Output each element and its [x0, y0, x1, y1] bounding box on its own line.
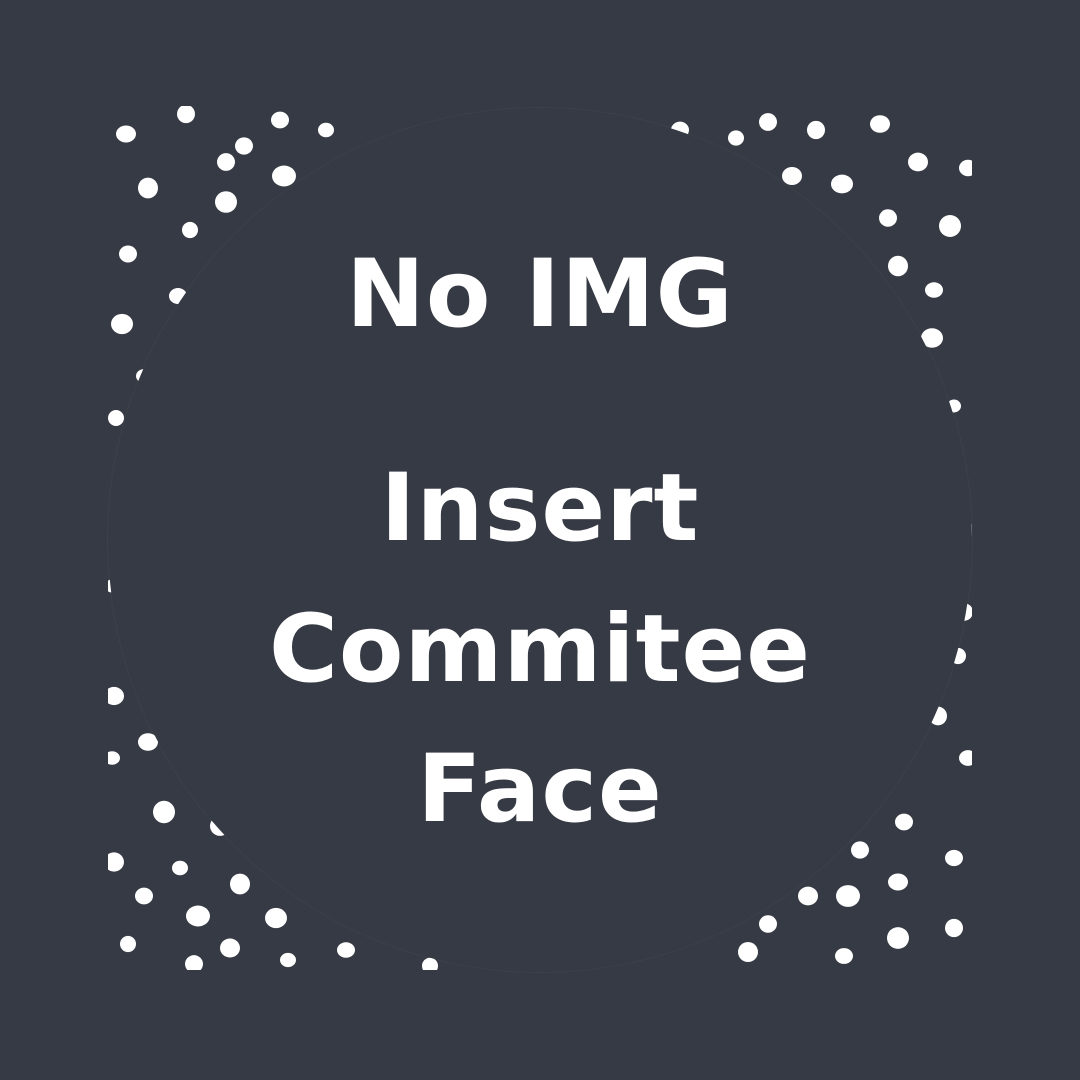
pattern-dot	[235, 137, 253, 155]
pattern-dot	[887, 927, 909, 949]
pattern-dot	[945, 849, 963, 867]
pattern-dot	[271, 111, 289, 129]
pattern-dot	[888, 873, 908, 891]
pattern-dot	[318, 122, 334, 138]
pattern-dot	[945, 918, 963, 938]
pattern-dot	[177, 106, 195, 124]
pattern-dot	[836, 885, 860, 907]
pattern-dot	[230, 873, 250, 895]
placeholder-text: No IMG Insert Commitee Face	[108, 108, 972, 972]
pattern-dot	[119, 245, 137, 263]
pattern-dot	[895, 813, 913, 831]
pattern-dot	[851, 841, 869, 859]
no-image-label: No IMG	[346, 240, 734, 349]
pattern-dot	[138, 733, 158, 751]
pattern-dot	[870, 115, 890, 133]
pattern-dot	[138, 177, 158, 199]
pattern-dot	[728, 130, 744, 146]
pattern-dot	[135, 887, 153, 905]
pattern-dot	[182, 221, 198, 239]
pattern-dot	[925, 282, 943, 298]
pattern-dot	[738, 942, 758, 962]
pattern-dot	[831, 174, 853, 194]
face-label: Face	[417, 735, 663, 844]
pattern-dot	[782, 167, 802, 185]
pattern-dot	[111, 313, 133, 335]
pattern-dot	[186, 905, 210, 927]
pattern-dot	[108, 410, 124, 426]
pattern-dot	[185, 955, 203, 970]
pattern-dot	[759, 915, 777, 933]
pattern-dot	[959, 750, 972, 766]
pattern-dot	[939, 215, 961, 237]
pattern-dot	[921, 328, 943, 348]
pattern-dot	[108, 852, 124, 872]
pattern-dot	[835, 948, 853, 964]
avatar-placeholder-circle	[108, 108, 972, 972]
pattern-dot	[798, 886, 818, 906]
pattern-dot	[807, 120, 825, 140]
pattern-dot	[120, 935, 136, 953]
pattern-dot	[108, 686, 124, 706]
pattern-dot	[172, 860, 188, 876]
pattern-dot	[217, 153, 235, 171]
committee-label: Commitee	[268, 595, 812, 704]
pattern-dot	[759, 113, 777, 131]
pattern-dot	[888, 255, 908, 277]
pattern-dot	[280, 952, 296, 968]
pattern-dot	[116, 125, 136, 143]
pattern-dot	[337, 942, 355, 958]
insert-label: Insert	[380, 454, 700, 563]
pattern-dot	[272, 165, 296, 187]
pattern-dot	[153, 800, 175, 824]
pattern-dot	[108, 751, 120, 765]
pattern-dot	[908, 152, 928, 172]
pattern-dot	[422, 957, 438, 970]
pattern-dot	[879, 209, 897, 227]
pattern-dot	[215, 191, 237, 213]
pattern-dot	[265, 907, 287, 929]
pattern-dot	[959, 159, 972, 177]
pattern-dot	[220, 938, 240, 958]
